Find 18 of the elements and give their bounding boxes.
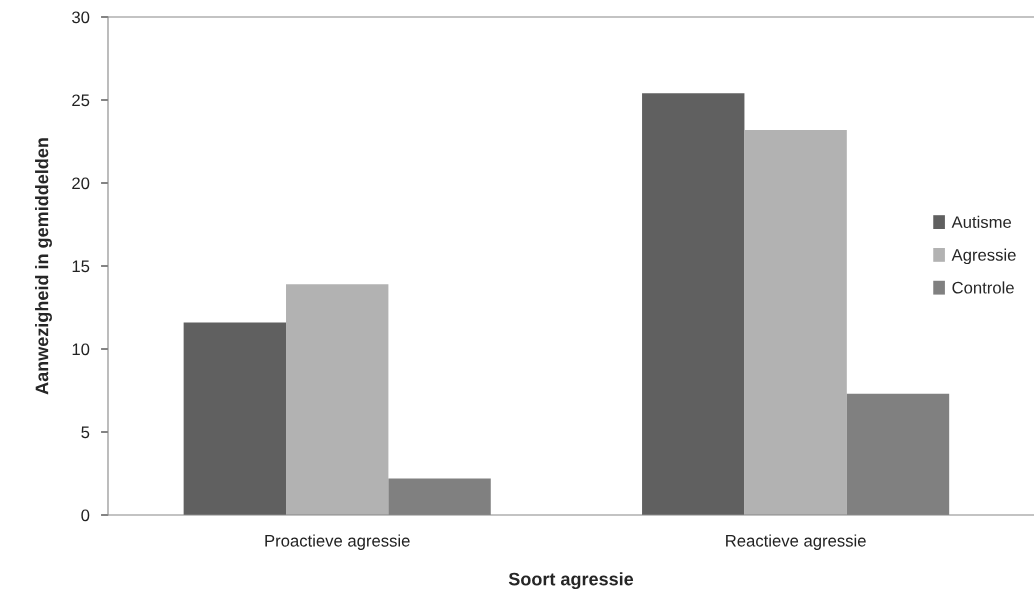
y-tick-label: 0 — [81, 509, 90, 522]
y-tick-label: 30 — [72, 11, 90, 24]
legend-label: Autisme — [951, 215, 1012, 229]
y-tick-label: 20 — [72, 177, 90, 190]
bar — [183, 322, 287, 515]
x-tick-label: Reactieve agressie — [726, 534, 866, 550]
x-tick-label: Proactieve agressie — [265, 534, 410, 550]
y-axis-title: Aanwezigheid in gemiddelden — [35, 138, 52, 395]
bar — [286, 284, 389, 515]
y-tick-label: 5 — [81, 426, 90, 439]
x-axis-title: Soort agressie — [508, 572, 634, 590]
y-tick-label: 25 — [72, 94, 90, 107]
legend-label: Controle — [952, 281, 1014, 294]
y-tick-label: 10 — [72, 343, 90, 356]
bar — [642, 93, 745, 515]
y-tick-label: 15 — [72, 260, 90, 273]
legend-label: Agressie — [951, 248, 1016, 265]
bar — [744, 129, 847, 515]
